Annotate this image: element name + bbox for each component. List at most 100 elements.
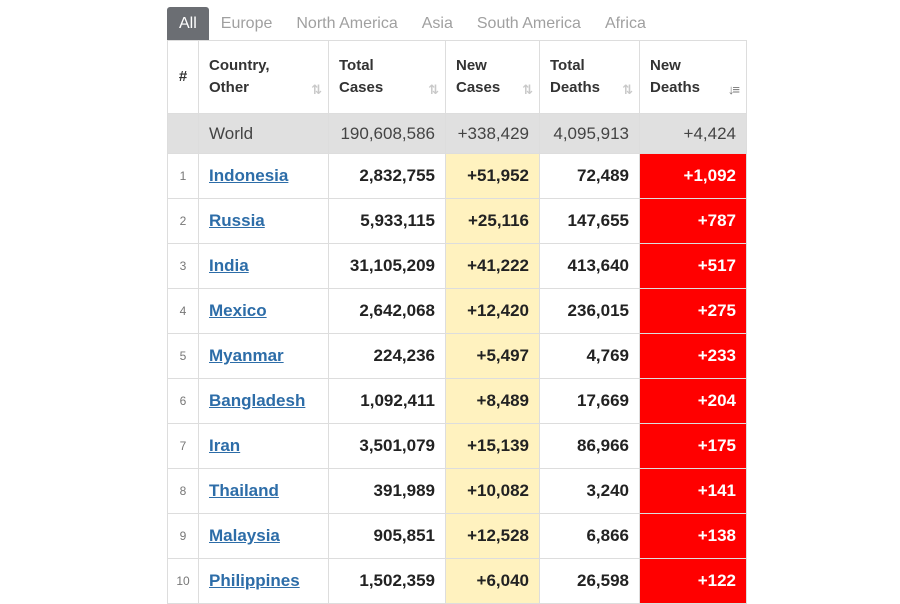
header-total-deaths-line2: Deaths [550,79,601,96]
row-new-deaths: +787 [639,198,747,244]
country-link[interactable]: Iran [209,436,241,455]
tab-europe[interactable]: Europe [220,15,273,32]
row-new-cases: +10,082 [445,468,540,514]
header-new-cases-line2: Cases [456,79,501,96]
row-total-cases: 5,933,115 [328,198,446,244]
table-row: 9 Malaysia 905,851 +12,528 6,866 +138 [167,513,747,559]
sort-icon[interactable]: ⇅ [522,82,533,97]
sort-icon[interactable]: ⇅ [428,82,439,97]
row-new-cases: +12,528 [445,513,540,559]
table-row: 8 Thailand 391,989 +10,082 3,240 +141 [167,468,747,514]
sort-desc-icon[interactable]: ↓≡ [727,82,740,97]
table-row: 7 Iran 3,501,079 +15,139 86,966 +175 [167,423,747,469]
world-new-cases: +338,429 [445,113,540,154]
row-new-cases: +12,420 [445,288,540,334]
tab-asia[interactable]: Asia [421,15,453,32]
header-row: # Country, Other ⇅ Total Cases ⇅ New Cas… [167,40,747,114]
header-new-deaths-line2: Deaths [650,79,701,96]
row-total-deaths: 413,640 [539,243,640,289]
row-country: Indonesia [198,153,329,199]
row-new-cases: +15,139 [445,423,540,469]
row-new-deaths: +138 [639,513,747,559]
row-total-deaths: 147,655 [539,198,640,244]
row-new-deaths: +141 [639,468,747,514]
header-country[interactable]: Country, Other ⇅ [198,40,329,114]
country-link[interactable]: Thailand [209,481,279,500]
world-total-deaths: 4,095,913 [539,113,640,154]
header-new-cases-line1: New [456,57,487,74]
row-total-cases: 224,236 [328,333,446,379]
region-tabs: All Europe North America Asia South Amer… [167,7,658,40]
tab-north-america[interactable]: North America [296,15,398,32]
row-country: Russia [198,198,329,244]
row-index: 7 [167,423,199,469]
header-new-cases[interactable]: New Cases ⇅ [445,40,540,114]
row-index: 5 [167,333,199,379]
sort-icon[interactable]: ⇅ [622,82,633,97]
row-total-cases: 391,989 [328,468,446,514]
covid-table: # Country, Other ⇅ Total Cases ⇅ New Cas… [167,40,747,604]
row-country: Iran [198,423,329,469]
row-new-cases: +8,489 [445,378,540,424]
table-row: 1 Indonesia 2,832,755 +51,952 72,489 +1,092 [167,153,747,199]
row-total-deaths: 72,489 [539,153,640,199]
table-row: 4 Mexico 2,642,068 +12,420 236,015 +275 [167,288,747,334]
row-total-deaths: 4,769 [539,333,640,379]
row-total-deaths: 86,966 [539,423,640,469]
row-new-cases: +5,497 [445,333,540,379]
header-country-line2: Other [209,79,250,96]
row-new-deaths: +517 [639,243,747,289]
sort-icon[interactable]: ⇅ [311,82,322,97]
row-new-deaths: +275 [639,288,747,334]
country-link[interactable]: Philippines [209,571,300,590]
table-row: 3 India 31,105,209 +41,222 413,640 +517 [167,243,747,289]
country-link[interactable]: Russia [209,211,265,230]
country-link[interactable]: India [209,256,249,275]
header-new-deaths-line1: New [650,57,681,74]
country-link[interactable]: Bangladesh [209,391,306,410]
row-total-cases: 2,642,068 [328,288,446,334]
world-row: World 190,608,586 +338,429 4,095,913 +4,… [167,113,747,154]
row-new-cases: +51,952 [445,153,540,199]
row-index: 2 [167,198,199,244]
row-new-cases: +41,222 [445,243,540,289]
table-row: 6 Bangladesh 1,092,411 +8,489 17,669 +204 [167,378,747,424]
country-link[interactable]: Myanmar [209,346,284,365]
row-country: Mexico [198,288,329,334]
row-total-deaths: 6,866 [539,513,640,559]
header-total-deaths[interactable]: Total Deaths ⇅ [539,40,640,114]
row-new-deaths: +204 [639,378,747,424]
tab-south-america[interactable]: South America [476,15,581,32]
tab-all[interactable]: All [167,7,209,40]
country-link[interactable]: Indonesia [209,166,289,185]
header-total-cases-line2: Cases [339,79,384,96]
world-index [167,113,199,154]
table-row: 5 Myanmar 224,236 +5,497 4,769 +233 [167,333,747,379]
header-new-deaths[interactable]: New Deaths ↓≡ [639,40,747,114]
header-index: # [167,40,199,114]
header-total-deaths-line1: Total [550,57,585,74]
row-index: 10 [167,558,199,604]
row-total-cases: 1,092,411 [328,378,446,424]
header-total-cases[interactable]: Total Cases ⇅ [328,40,446,114]
row-new-deaths: +1,092 [639,153,747,199]
header-total-cases-line1: Total [339,57,374,74]
row-country: Malaysia [198,513,329,559]
table-row: 10 Philippines 1,502,359 +6,040 26,598 +122 [167,558,747,604]
row-total-cases: 31,105,209 [328,243,446,289]
row-index: 6 [167,378,199,424]
tab-africa[interactable]: Africa [604,15,646,32]
row-index: 3 [167,243,199,289]
row-total-cases: 2,832,755 [328,153,446,199]
row-country: Myanmar [198,333,329,379]
country-link[interactable]: Malaysia [209,526,280,545]
row-index: 1 [167,153,199,199]
row-total-cases: 3,501,079 [328,423,446,469]
row-new-deaths: +122 [639,558,747,604]
row-total-deaths: 26,598 [539,558,640,604]
country-link[interactable]: Mexico [209,301,267,320]
row-new-cases: +25,116 [445,198,540,244]
world-country: World [198,113,329,154]
row-index: 9 [167,513,199,559]
row-new-deaths: +233 [639,333,747,379]
